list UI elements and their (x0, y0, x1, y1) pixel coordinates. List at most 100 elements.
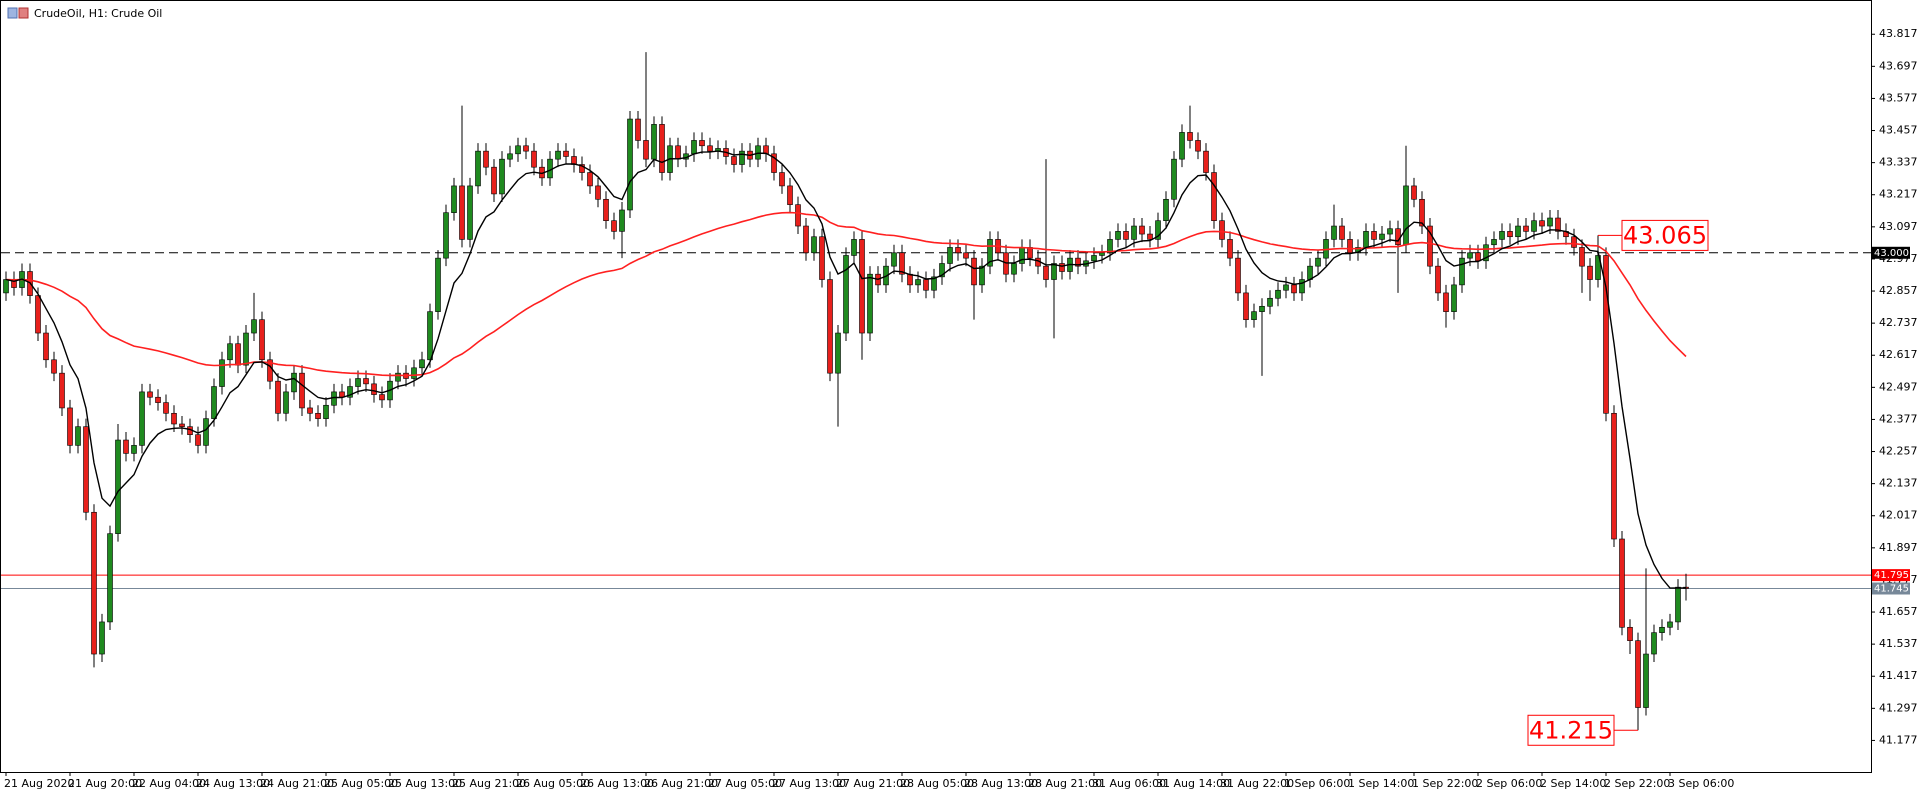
candle-body (371, 383, 377, 395)
candle-body (947, 247, 953, 264)
level-label: 41.745 (1874, 583, 1909, 594)
candle-body (1299, 279, 1305, 294)
candle-body (123, 439, 129, 454)
candle-body (1643, 653, 1649, 708)
candle-body (203, 418, 209, 446)
candle-body (611, 220, 617, 232)
candle-body (971, 257, 977, 286)
candle-body (1619, 538, 1625, 628)
x-tick-label: 24 Aug 21:00 (260, 777, 334, 790)
candle-body (59, 372, 65, 409)
candle-body (1091, 255, 1097, 262)
candle-body (891, 252, 897, 267)
candle-body (851, 239, 857, 256)
y-tick-label: 43.097 (1879, 220, 1918, 233)
candle-body (195, 434, 201, 446)
candle-body (1451, 284, 1457, 312)
candle-body (771, 153, 777, 173)
candle-body (347, 386, 353, 398)
candle-body (1315, 257, 1321, 267)
candle-body (691, 140, 697, 155)
candle-body (155, 396, 161, 403)
y-tick-label: 42.497 (1879, 380, 1918, 393)
candle-body (1435, 265, 1441, 294)
x-tick-label: 2 Sep 14:00 (1540, 777, 1606, 790)
candle-body (1211, 172, 1217, 221)
x-tick-label: 25 Aug 05:00 (324, 777, 398, 790)
candle-body (1075, 257, 1081, 267)
candle-body (955, 247, 961, 254)
candle-body (835, 332, 841, 374)
y-tick-label: 42.257 (1879, 445, 1918, 458)
candle-body (1403, 185, 1409, 246)
x-tick-label: 26 Aug 05:00 (516, 777, 590, 790)
candle-body (627, 118, 633, 211)
candle-body (1251, 311, 1257, 320)
candle-body (483, 150, 489, 168)
candle-body (1411, 185, 1417, 200)
candle-body (555, 150, 561, 160)
candle-body (395, 372, 401, 382)
candle-body (235, 343, 241, 366)
x-tick-label: 3 Sep 06:00 (1668, 777, 1734, 790)
candle-body (547, 158, 553, 179)
candle-body (107, 533, 113, 623)
candle-body (923, 279, 929, 291)
candle-body (1275, 289, 1281, 299)
candle-body (451, 185, 457, 213)
annotation-label: 41.215 (1529, 716, 1613, 744)
candle-body (1483, 244, 1489, 262)
candle-body (75, 426, 81, 446)
x-tick-label: 22 Aug 04:00 (132, 777, 206, 790)
candle-body (819, 236, 825, 280)
candle-body (827, 279, 833, 374)
candle-body (315, 412, 321, 419)
candle-body (1267, 297, 1273, 307)
moving-average (5, 211, 1687, 377)
candle-body (115, 439, 121, 534)
candle-body (363, 378, 369, 385)
candle-body (1587, 265, 1593, 280)
candle-body (1579, 247, 1585, 267)
y-tick-label: 41.897 (1879, 541, 1918, 554)
candle-body (1523, 225, 1529, 232)
candle-body (1571, 236, 1577, 248)
candle-body (787, 185, 793, 205)
candle-body (907, 273, 913, 286)
candle-body (587, 172, 593, 187)
candle-body (1443, 292, 1449, 312)
level-label: 43.000 (1874, 248, 1909, 259)
candle-body (1243, 292, 1249, 320)
y-tick-label: 43.217 (1879, 188, 1918, 201)
candle-body (427, 311, 433, 361)
candle-body (1531, 220, 1537, 232)
candle-body (1675, 586, 1681, 623)
y-tick-label: 43.817 (1879, 27, 1918, 40)
level-tag (1872, 569, 1910, 582)
candle-body (91, 511, 97, 655)
candle-body (1291, 284, 1297, 294)
candle-body (1051, 263, 1057, 280)
candle-body (163, 402, 169, 414)
candle-body (803, 225, 809, 254)
candle-body (699, 140, 705, 147)
candle-body (899, 252, 905, 275)
candle-body (219, 359, 225, 387)
candle-body (643, 140, 649, 160)
candle-body (795, 204, 801, 227)
y-tick-label: 43.577 (1879, 91, 1918, 104)
x-tick-label: 27 Aug 13:00 (772, 777, 846, 790)
candle-body (1027, 247, 1033, 259)
candle-body (1123, 231, 1129, 240)
candle-body (1659, 626, 1665, 633)
candle-body (1179, 132, 1185, 160)
x-tick-label: 24 Aug 13:00 (196, 777, 270, 790)
candle-body (1043, 265, 1049, 280)
candle-body (131, 445, 137, 454)
candle-body (1363, 231, 1369, 248)
candle-body (619, 209, 625, 232)
candle-body (1195, 140, 1201, 152)
x-tick-label: 25 Aug 13:00 (388, 777, 462, 790)
candle-body (755, 145, 761, 160)
candle-body (147, 391, 153, 398)
